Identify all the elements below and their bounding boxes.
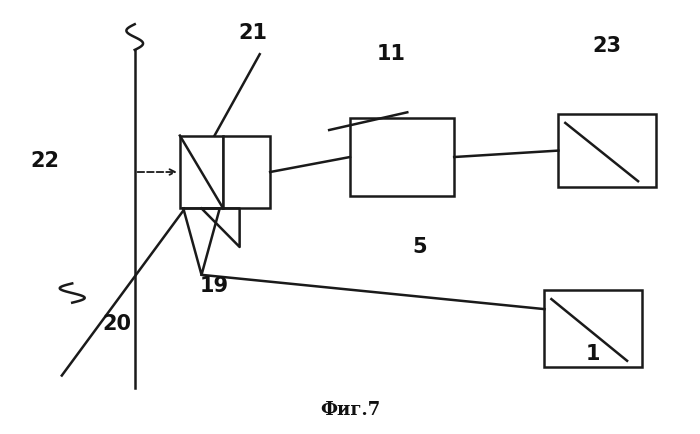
Text: 1: 1: [586, 344, 601, 364]
Text: 20: 20: [103, 314, 132, 334]
Text: 11: 11: [377, 44, 406, 64]
Bar: [545, 290, 642, 367]
Text: 22: 22: [30, 151, 59, 171]
Bar: [559, 114, 656, 187]
Text: Фиг.7: Фиг.7: [320, 401, 380, 419]
Bar: [180, 135, 223, 208]
Bar: [223, 135, 270, 208]
Bar: [350, 118, 454, 196]
Text: 19: 19: [200, 276, 229, 296]
Text: 21: 21: [238, 23, 267, 43]
Text: 5: 5: [412, 237, 427, 257]
Text: 23: 23: [592, 36, 622, 56]
